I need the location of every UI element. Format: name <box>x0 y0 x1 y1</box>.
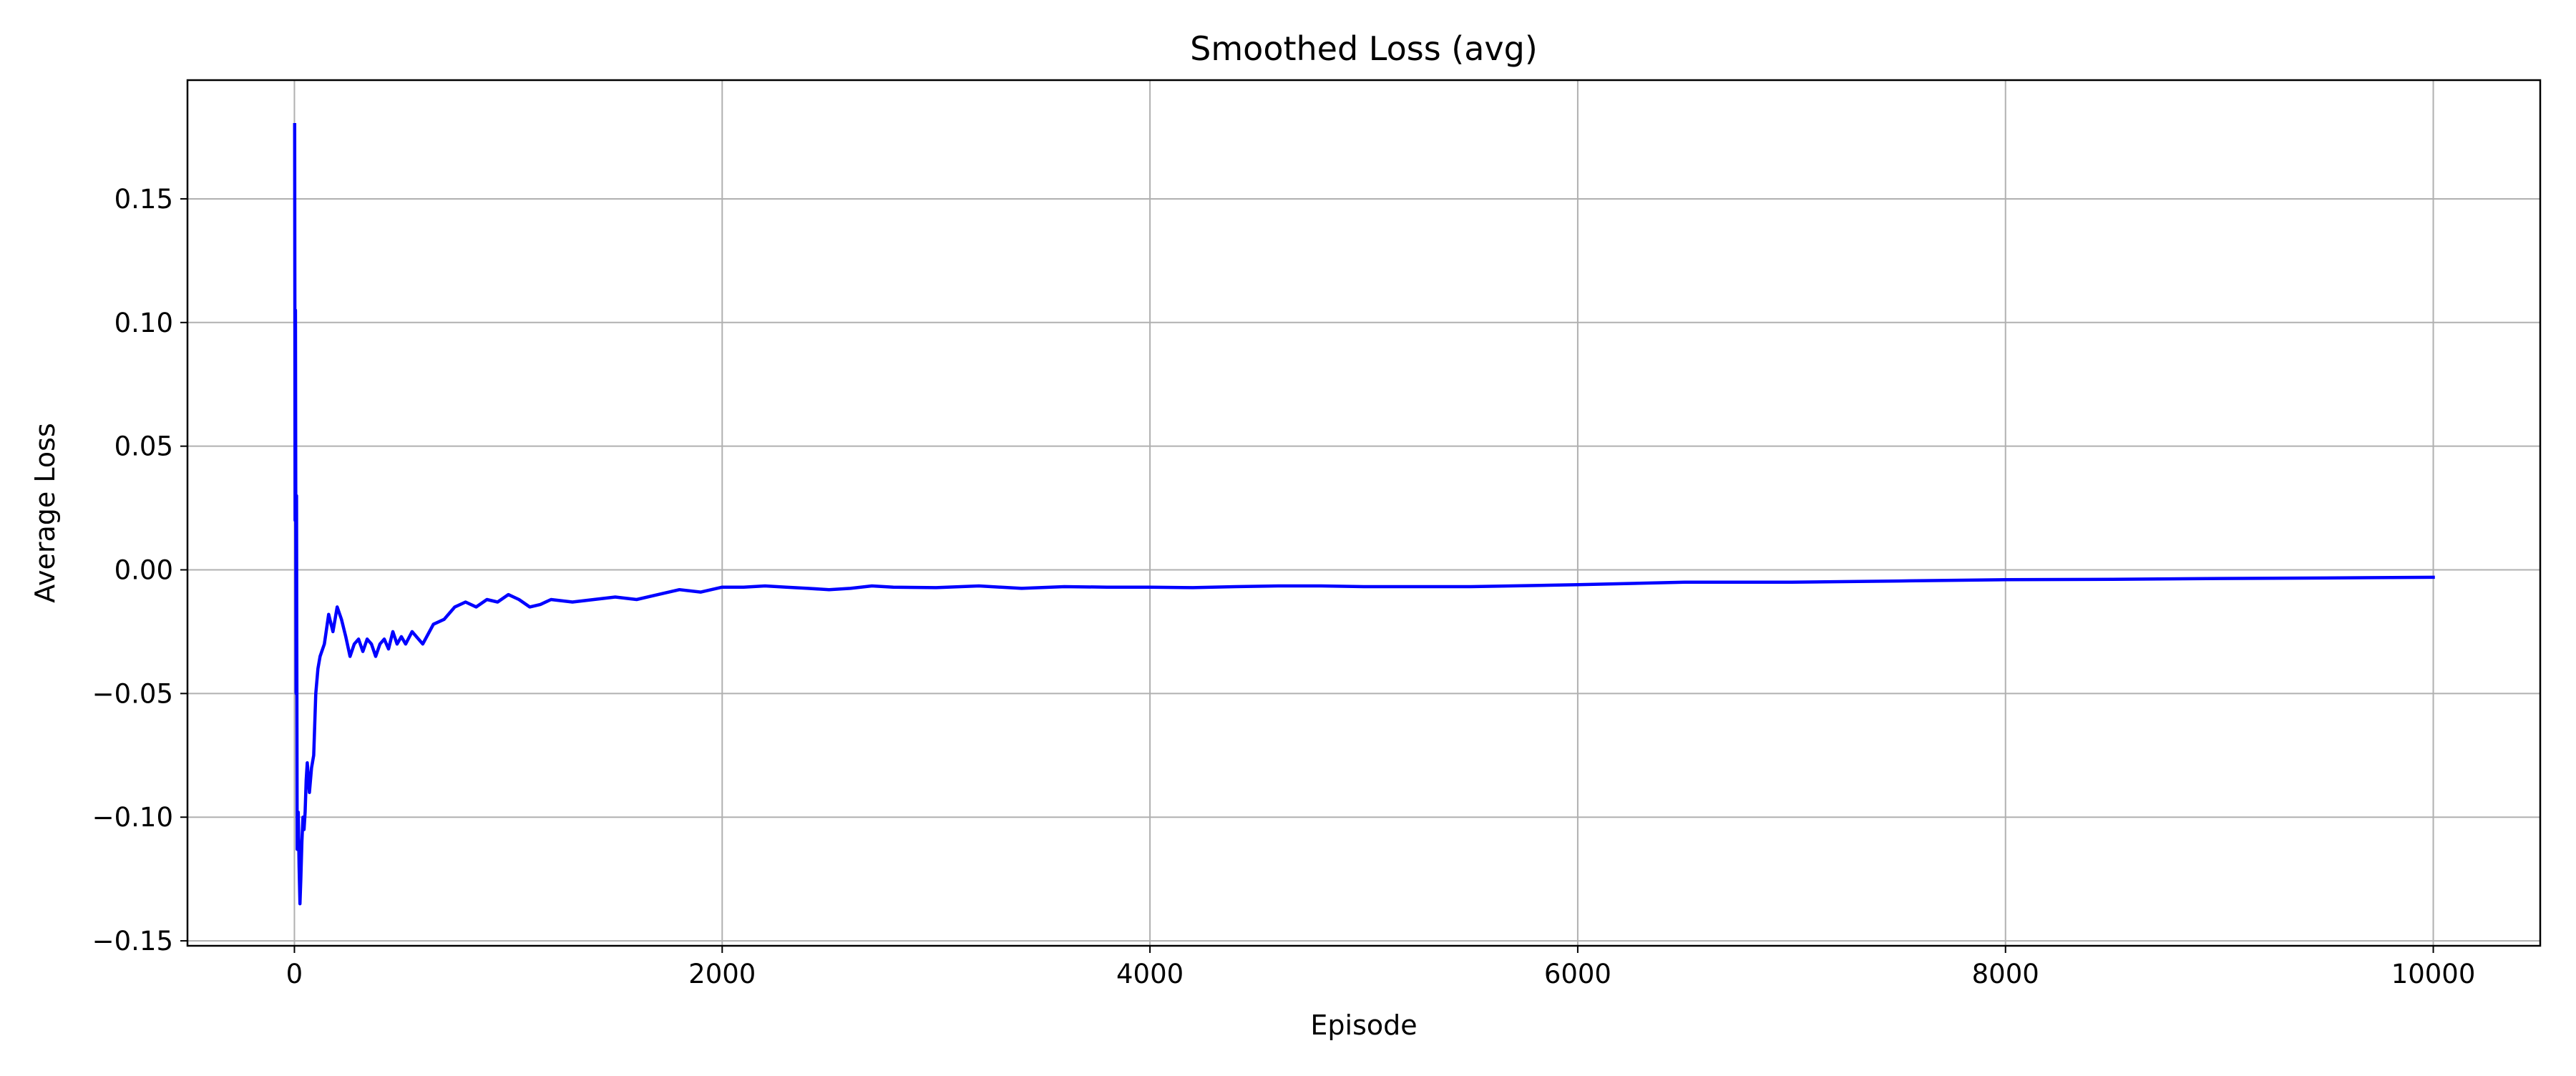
x-tick-label: 2000 <box>688 959 756 989</box>
x-tick-label: 0 <box>286 959 303 989</box>
x-tick-label: 10000 <box>2391 959 2476 989</box>
y-tick-label: 0.15 <box>114 184 173 215</box>
y-tick-label: −0.15 <box>92 926 173 957</box>
y-tick-label: 0.10 <box>114 308 173 338</box>
x-tick-label: 4000 <box>1116 959 1184 989</box>
loss-series-line <box>293 122 2435 906</box>
y-tick-label: −0.05 <box>92 678 173 709</box>
y-tick-label: 0.05 <box>114 431 173 462</box>
series-layer <box>293 122 2435 906</box>
x-axis-ticks: 0 2000 4000 6000 8000 10000 <box>286 946 2476 989</box>
y-tick-label: −0.10 <box>92 802 173 833</box>
chart-title: Smoothed Loss (avg) <box>1190 29 1538 68</box>
plot-area-frame <box>186 79 2542 947</box>
y-axis-label: Average Loss <box>29 423 61 602</box>
y-tick-label: 0.00 <box>114 555 173 586</box>
grid-lines <box>187 80 2540 946</box>
x-tick-label: 6000 <box>1544 959 1611 989</box>
x-tick-label: 8000 <box>1972 959 2039 989</box>
y-axis-ticks: −0.15 −0.10 −0.05 0.00 0.05 0.10 0.15 <box>92 184 187 957</box>
x-axis-label: Episode <box>1310 1009 1417 1041</box>
